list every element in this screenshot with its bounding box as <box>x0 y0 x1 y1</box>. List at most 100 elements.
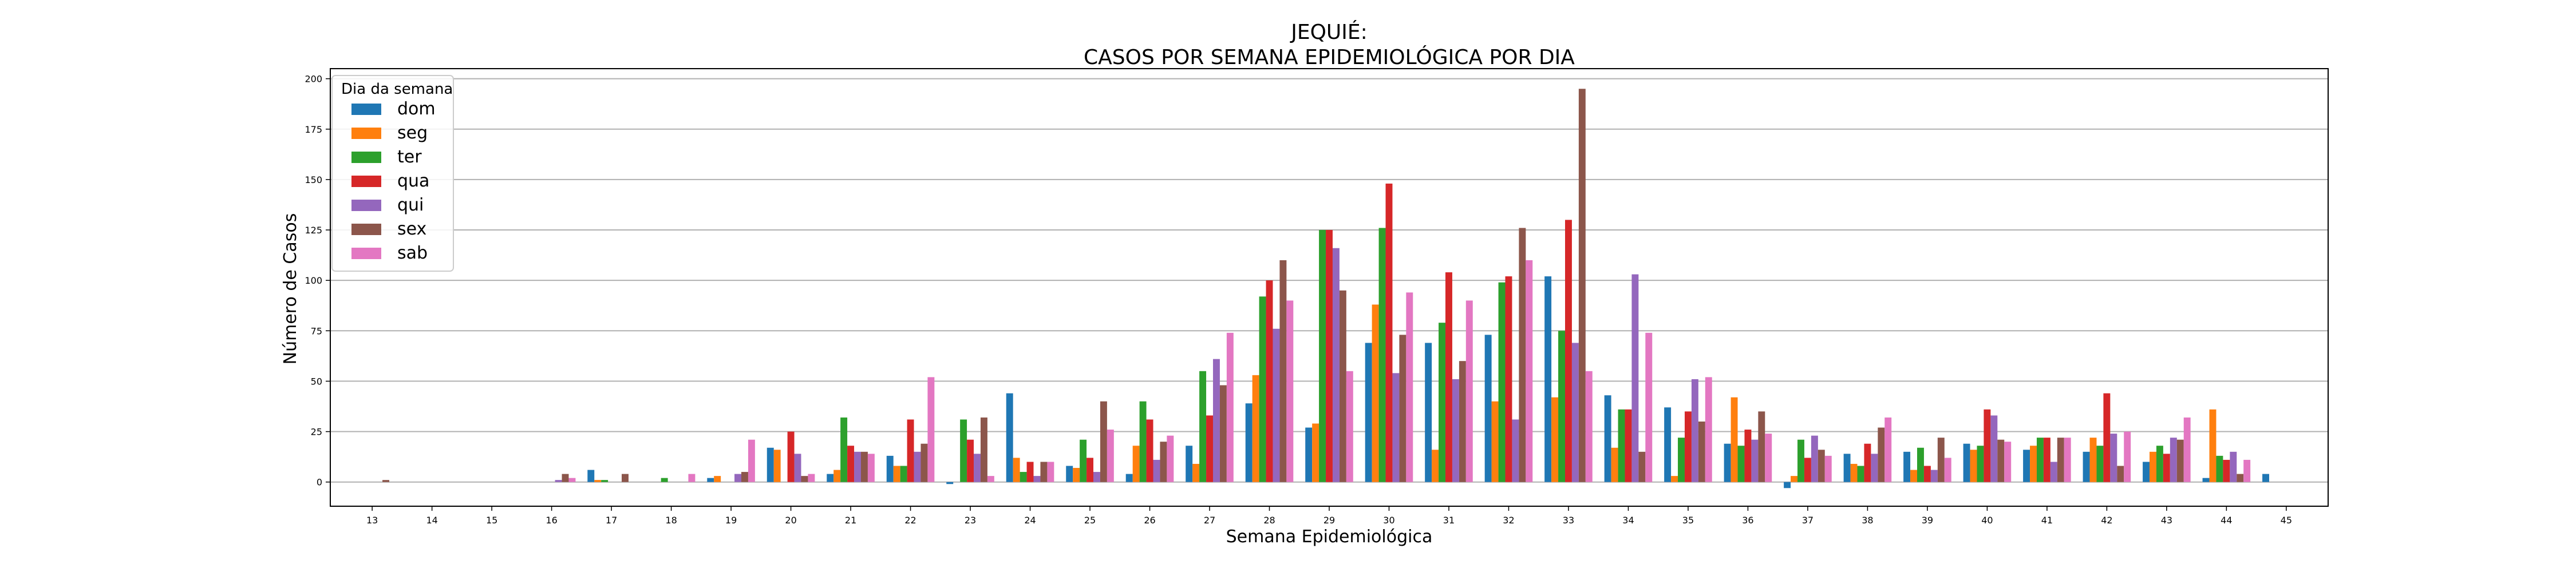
bar <box>1459 361 1466 482</box>
bar <box>2050 462 2057 482</box>
bar <box>2216 455 2223 482</box>
bar <box>1439 323 1446 482</box>
bar <box>1312 423 1319 482</box>
x-tick-label: 25 <box>1084 515 1096 526</box>
bar <box>1625 409 1632 482</box>
bar <box>1558 331 1565 482</box>
bar <box>2170 438 2177 482</box>
bar <box>1811 435 1818 482</box>
legend-label: sab <box>397 243 428 263</box>
x-tick-label: 21 <box>845 515 856 526</box>
x-tick-label: 44 <box>2221 515 2232 526</box>
bar <box>1751 439 1759 482</box>
bar <box>1365 343 1372 482</box>
bar <box>2023 450 2030 482</box>
bar <box>2004 442 2012 482</box>
bar <box>2103 393 2111 482</box>
y-tick-label: 100 <box>305 275 322 286</box>
bar <box>847 446 855 482</box>
bars <box>382 89 2270 488</box>
bar <box>1638 451 1646 482</box>
bar <box>1086 458 1094 482</box>
bar <box>794 454 801 482</box>
x-tick-label: 28 <box>1263 515 1275 526</box>
bar <box>1153 459 1160 482</box>
bar <box>2064 438 2071 482</box>
bar <box>907 419 914 482</box>
legend-title: Dia da semana <box>341 81 453 98</box>
bar <box>773 450 781 482</box>
bar <box>1990 415 1998 482</box>
bar <box>1611 447 1618 482</box>
bar <box>1804 458 1811 482</box>
legend-label: ter <box>397 147 422 167</box>
bar <box>2262 474 2270 482</box>
bar <box>1491 401 1499 482</box>
legend-swatch <box>351 152 381 163</box>
bar <box>1125 474 1133 482</box>
bar <box>601 480 609 482</box>
bar <box>1259 296 1266 482</box>
bar <box>1100 401 1107 482</box>
x-tick-label: 33 <box>1563 515 1574 526</box>
x-tick-label: 22 <box>904 515 916 526</box>
bar <box>1678 438 1685 482</box>
bar <box>1698 421 1705 482</box>
bar <box>987 476 994 482</box>
legend-items: dom seg ter qua qui sex sab <box>351 99 436 263</box>
bar <box>1843 454 1851 482</box>
bar <box>1006 393 1013 482</box>
bar <box>2043 438 2050 482</box>
bar <box>1585 371 1593 482</box>
bar <box>1212 359 1220 482</box>
bar <box>1730 397 1738 482</box>
x-tick-label: 38 <box>1862 515 1873 526</box>
bar <box>2057 438 2064 482</box>
bar <box>2089 438 2097 482</box>
bar <box>1571 343 1579 482</box>
bar <box>555 480 562 482</box>
bar <box>1484 335 1492 482</box>
x-tick-label: 35 <box>1682 515 1694 526</box>
bar <box>2150 451 2156 482</box>
bar <box>914 451 921 482</box>
bar <box>1645 332 1653 482</box>
bar <box>967 439 974 482</box>
bar <box>1020 472 1027 482</box>
bar <box>1252 375 1259 482</box>
bar <box>748 439 755 482</box>
bar <box>1791 476 1798 482</box>
bar <box>2110 434 2117 482</box>
bar <box>1519 228 1526 482</box>
bar <box>2124 431 2131 482</box>
bar <box>2083 451 2090 482</box>
bar <box>808 474 815 482</box>
y-tick-label: 0 <box>317 477 322 488</box>
x-tick-label: 37 <box>1802 515 1814 526</box>
bar <box>946 482 954 484</box>
bar <box>980 417 987 482</box>
bar <box>1326 230 1333 482</box>
bar <box>1445 272 1452 482</box>
bar <box>1139 401 1147 482</box>
x-tick-label: 18 <box>665 515 677 526</box>
x-tick-label: 20 <box>785 515 796 526</box>
bar <box>1917 447 1924 482</box>
bar <box>1705 377 1712 482</box>
bar <box>594 480 602 482</box>
bar <box>2036 438 2044 482</box>
bar <box>1385 183 1393 482</box>
bar <box>833 470 841 482</box>
bar <box>974 454 981 482</box>
bar <box>1970 450 1977 482</box>
bar <box>1910 470 1917 482</box>
bar <box>1857 466 1864 482</box>
bar <box>587 470 595 482</box>
bar <box>2243 459 2251 482</box>
bar <box>1266 280 1273 482</box>
bar <box>1392 373 1400 482</box>
legend-label: seg <box>397 123 428 143</box>
bar <box>1425 343 1432 482</box>
bar <box>1219 385 1227 482</box>
